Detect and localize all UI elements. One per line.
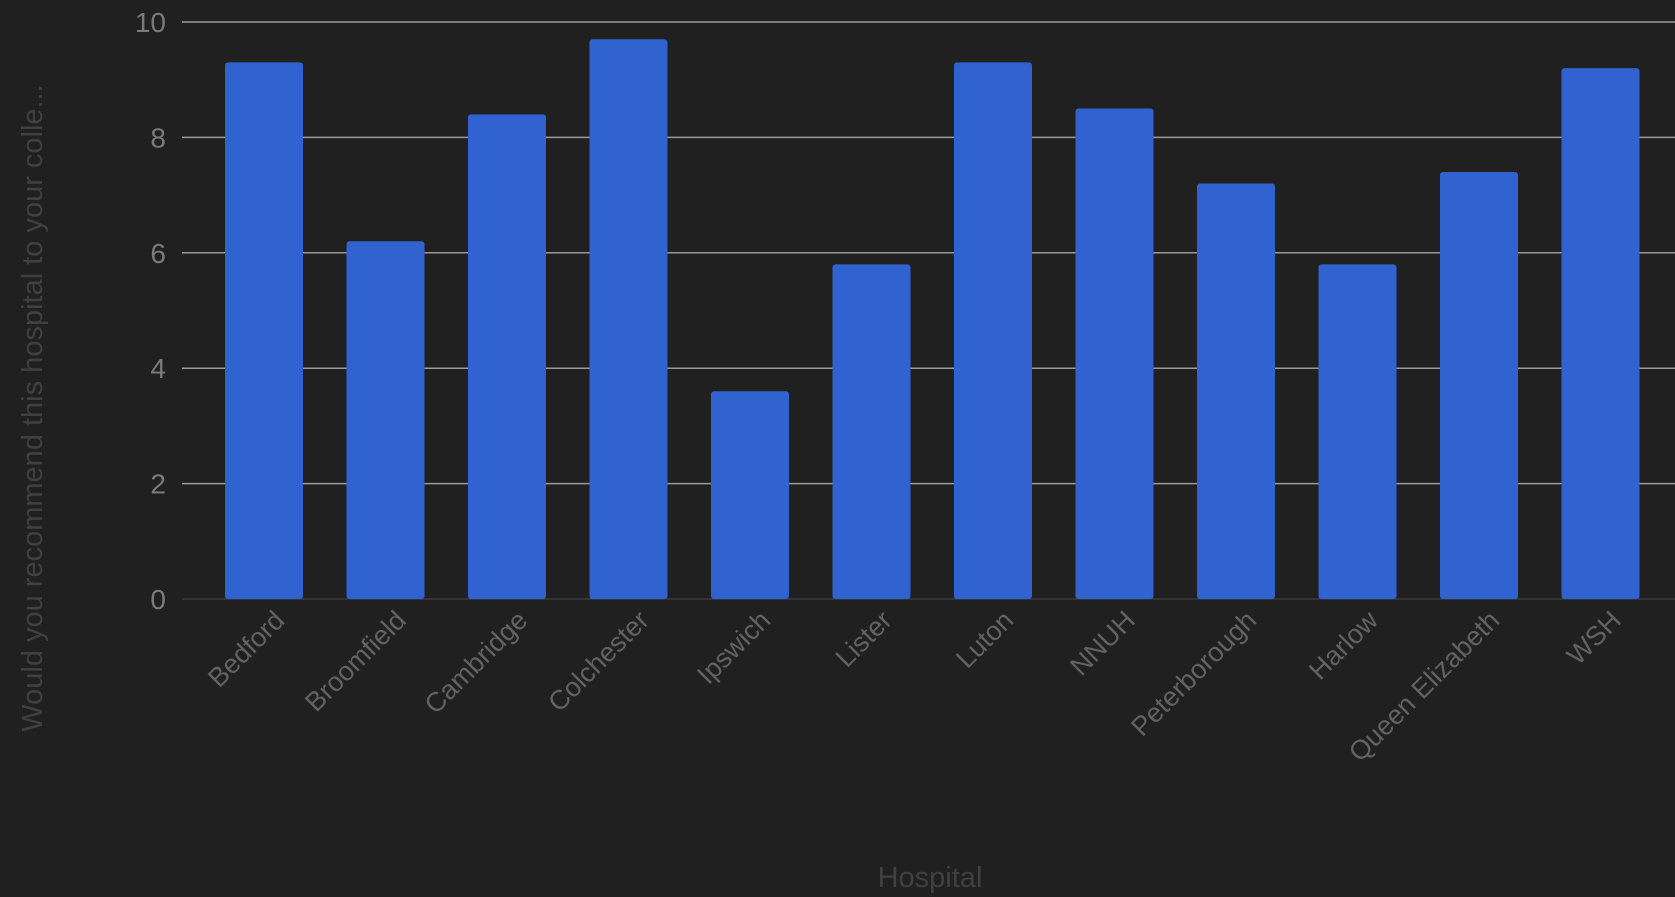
y-tick-label-8: 8 bbox=[150, 122, 166, 153]
bar-bedford[interactable] bbox=[225, 62, 303, 599]
x-tick-label-wsh: WSH bbox=[1561, 605, 1627, 671]
bar-cambridge[interactable] bbox=[468, 114, 546, 599]
x-tick-label-luton: Luton bbox=[950, 605, 1019, 674]
x-tick-label-peterborough: Peterborough bbox=[1125, 605, 1262, 742]
x-tick-label-ipswich: Ipswich bbox=[691, 605, 776, 690]
y-tick-label-2: 2 bbox=[150, 469, 166, 500]
bar-ipswich[interactable] bbox=[711, 391, 789, 599]
grid-lines bbox=[182, 21, 1675, 600]
x-tick-label-cambridge: Cambridge bbox=[419, 605, 534, 720]
x-axis-ticks: Bedford Broomfield Cambridge Colchester Ipsw… bbox=[202, 605, 1627, 768]
bars bbox=[225, 39, 1640, 600]
bar-wsh[interactable] bbox=[1561, 68, 1640, 599]
bar-broomfield[interactable] bbox=[346, 241, 425, 599]
bar-queen-elizabeth[interactable] bbox=[1440, 172, 1518, 599]
y-tick-label-10: 10 bbox=[135, 7, 166, 38]
bar-harlow[interactable] bbox=[1318, 264, 1397, 599]
x-tick-label-colchester: Colchester bbox=[542, 605, 654, 717]
y-tick-label-6: 6 bbox=[150, 238, 166, 269]
x-tick-label-harlow: Harlow bbox=[1303, 605, 1384, 686]
bar-luton[interactable] bbox=[954, 62, 1032, 599]
x-tick-label-nnuh: NNUH bbox=[1064, 605, 1140, 681]
y-tick-label-4: 4 bbox=[150, 353, 166, 384]
y-axis-ticks: 0 2 4 6 8 10 bbox=[135, 7, 166, 615]
bar-colchester[interactable] bbox=[589, 39, 668, 600]
x-tick-label-bedford: Bedford bbox=[202, 605, 290, 693]
x-tick-label-broomfield: Broomfield bbox=[299, 605, 411, 717]
x-axis-title: Hospital bbox=[878, 862, 983, 894]
bar-nnuh[interactable] bbox=[1075, 108, 1154, 600]
x-tick-label-lister: Lister bbox=[830, 605, 898, 673]
bar-lister[interactable] bbox=[832, 264, 911, 599]
y-tick-label-0: 0 bbox=[150, 584, 166, 615]
y-axis-title: Would you recommend this hospital to you… bbox=[17, 84, 49, 731]
bar-peterborough[interactable] bbox=[1197, 183, 1275, 599]
